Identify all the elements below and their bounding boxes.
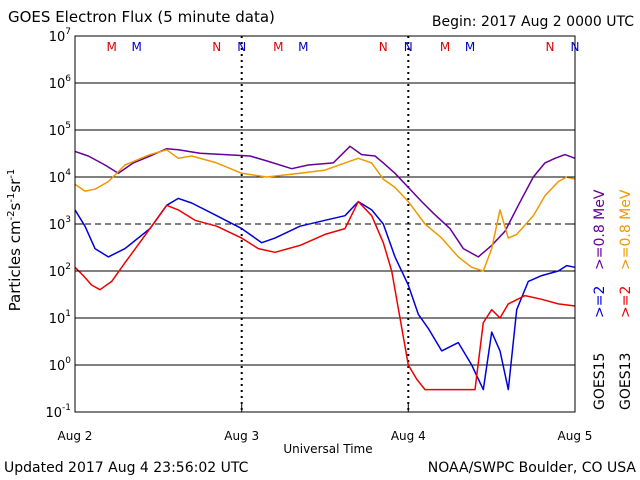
legend-ge2-goes13: >=2 [618, 286, 634, 318]
chart-title: GOES Electron Flux (5 minute data) [8, 8, 275, 26]
noon-marker: M [132, 40, 142, 54]
noon-marker: M [465, 40, 475, 54]
legend-goes15: GOES15 [592, 353, 608, 410]
begin-label: Begin: 2017 Aug 2 0000 UTC [432, 14, 634, 30]
noon-marker: N [237, 40, 246, 54]
gridlines [75, 36, 575, 412]
x-tick-label: Aug 4 [391, 429, 426, 443]
series-layer [74, 145, 576, 391]
y-tick-label: 105 [49, 121, 71, 139]
y-tick-label: 104 [49, 168, 72, 186]
y-label-part: s [6, 202, 24, 210]
noon-marker: N [404, 40, 413, 54]
legend-ge08-goes15: >=0.8 MeV [592, 189, 608, 270]
x-tick-label: Aug 3 [224, 429, 259, 443]
series-line-3 [74, 200, 576, 391]
series-line-1 [74, 149, 576, 272]
y-tick-label: 10-1 [45, 403, 71, 421]
x-tick-label: Aug 2 [58, 429, 93, 443]
y-label-part: sr [6, 178, 24, 193]
noon-marker: M [107, 40, 117, 54]
noon-marker: M [273, 40, 283, 54]
noon-marker: M [298, 40, 308, 54]
y-label-part: Particles cm [6, 220, 24, 311]
legend-ge2-goes15: >=2 [592, 286, 608, 318]
y-tick-label: 103 [49, 215, 71, 233]
y-axis-ticks: 107 106 105 104 103 102 101 100 10-1 [45, 27, 575, 421]
noon-marker: N [546, 40, 555, 54]
y-label-part: -2 [6, 210, 17, 220]
y-axis-label: Particles cm-2s-1sr-1 [6, 169, 24, 312]
y-tick-label: 101 [49, 309, 71, 327]
y-label-part: -1 [6, 169, 17, 179]
legend-goes13: GOES13 [618, 353, 634, 410]
noon-marker: M [440, 40, 450, 54]
y-tick-label: 100 [49, 356, 72, 374]
x-tick-label: Aug 5 [558, 429, 593, 443]
credit-label: NOAA/SWPC Boulder, CO USA [428, 460, 637, 476]
y-tick-label: 107 [49, 27, 71, 45]
side-legend: GOES15 GOES13 >=2 >=2 >=0.8 MeV >=0.8 Me… [592, 189, 634, 410]
y-label-part: -1 [6, 193, 17, 203]
y-tick-label: 102 [49, 262, 71, 280]
x-axis-ticks: Aug 2 Aug 3 Aug 4 Aug 5 [58, 404, 593, 443]
svg-text:Particles cm-2s-1sr-1: Particles cm-2s-1sr-1 [6, 169, 24, 312]
updated-timestamp: Updated 2017 Aug 4 23:56:02 UTC [4, 460, 249, 476]
legend-ge08-goes13: >=0.8 MeV [618, 189, 634, 270]
x-axis-label: Universal Time [283, 442, 372, 456]
y-tick-label: 106 [49, 74, 72, 92]
noon-marker: N [212, 40, 221, 54]
noon-marker: N [379, 40, 388, 54]
